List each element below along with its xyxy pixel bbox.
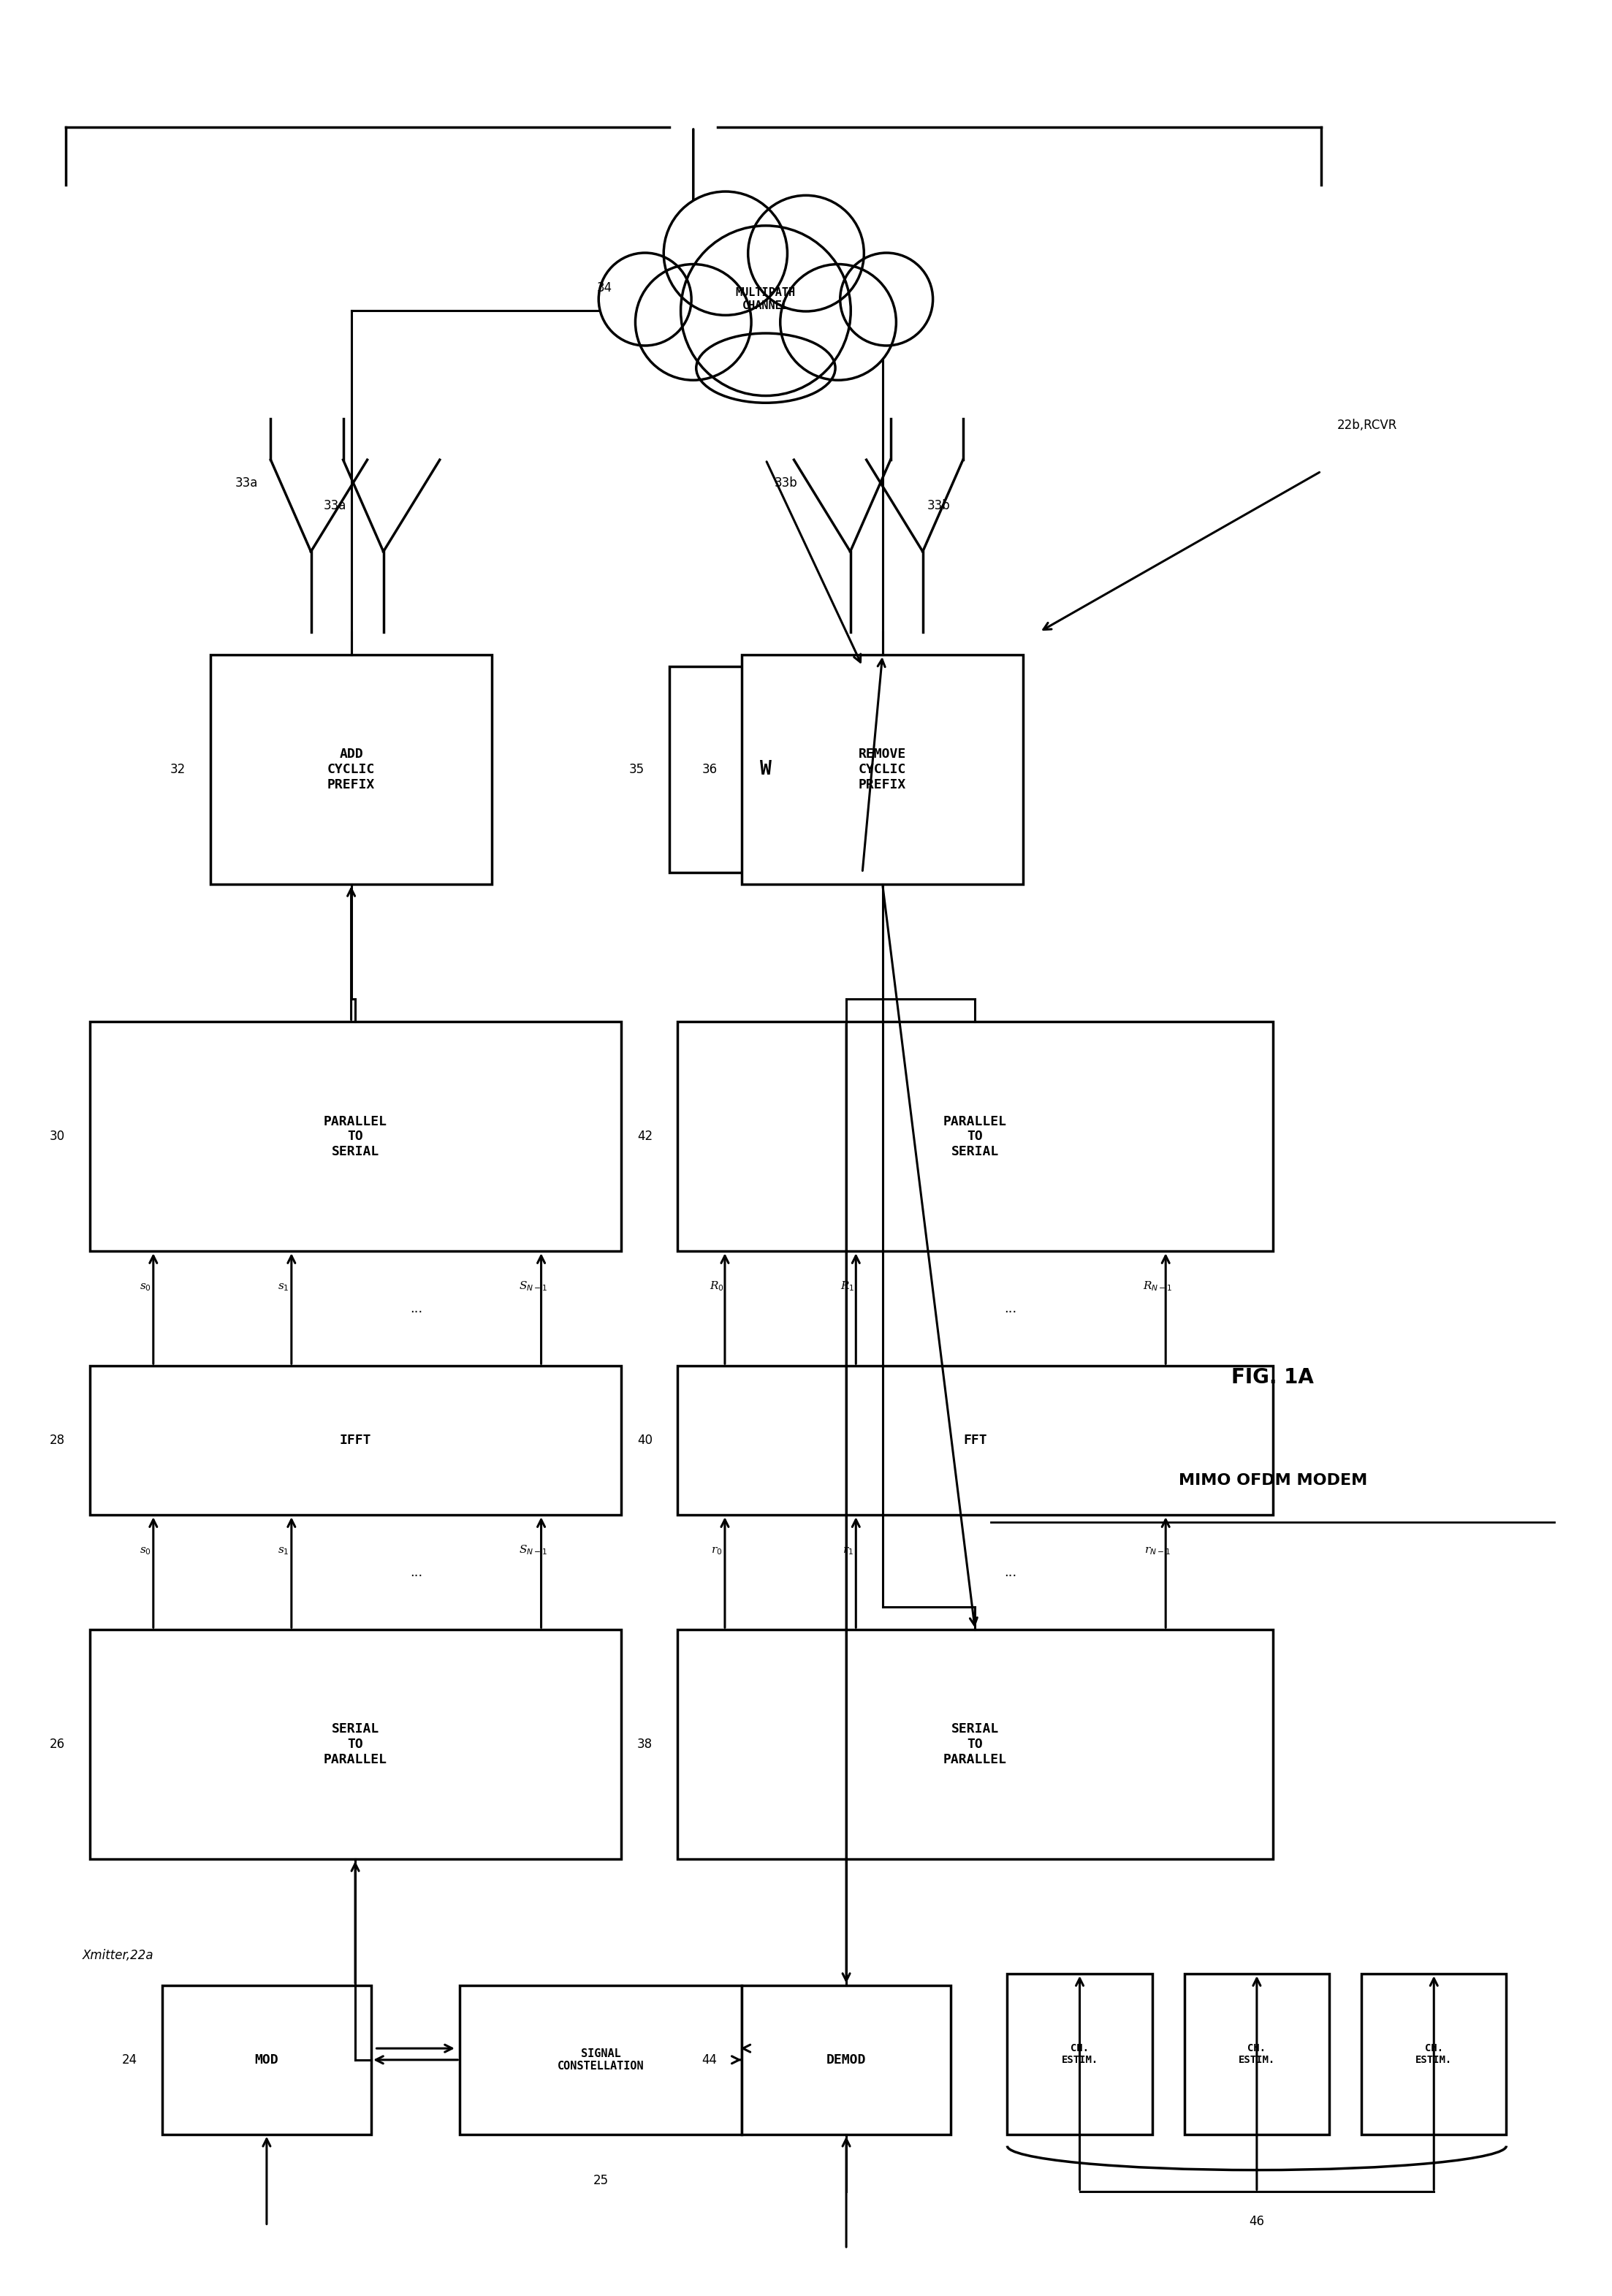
Text: MOD: MOD xyxy=(255,2053,279,2066)
Text: R$_{N-1}$: R$_{N-1}$ xyxy=(1143,1279,1172,1293)
Text: 33b: 33b xyxy=(927,498,951,512)
Text: 33a: 33a xyxy=(324,498,347,512)
Text: ADD
CYCLIC
PREFIX: ADD CYCLIC PREFIX xyxy=(327,748,376,792)
FancyBboxPatch shape xyxy=(742,1986,951,2135)
FancyBboxPatch shape xyxy=(677,1022,1273,1251)
FancyBboxPatch shape xyxy=(669,666,862,872)
Text: 26: 26 xyxy=(50,1738,64,1752)
FancyBboxPatch shape xyxy=(1185,1975,1330,2135)
FancyBboxPatch shape xyxy=(1008,1975,1153,2135)
Text: IFFT: IFFT xyxy=(339,1435,371,1446)
Ellipse shape xyxy=(598,253,692,347)
Text: s$_1$: s$_1$ xyxy=(277,1545,289,1557)
FancyBboxPatch shape xyxy=(459,1986,742,2135)
Text: 46: 46 xyxy=(1249,2216,1264,2227)
Ellipse shape xyxy=(664,191,787,315)
Text: DEMOD: DEMOD xyxy=(827,2053,866,2066)
Text: Xmitter,22a: Xmitter,22a xyxy=(82,1949,155,1963)
Text: 28: 28 xyxy=(50,1435,64,1446)
Text: R$_1$: R$_1$ xyxy=(841,1279,854,1293)
Text: ...: ... xyxy=(1004,1302,1017,1316)
FancyBboxPatch shape xyxy=(163,1986,371,2135)
Text: r$_0$: r$_0$ xyxy=(711,1545,722,1557)
Text: 42: 42 xyxy=(637,1130,653,1143)
Text: 32: 32 xyxy=(171,762,185,776)
Text: S$_{N-1}$: S$_{N-1}$ xyxy=(519,1543,548,1557)
Text: 24: 24 xyxy=(123,2053,137,2066)
Text: 38: 38 xyxy=(637,1738,653,1752)
Text: W: W xyxy=(759,760,772,778)
Text: FFT: FFT xyxy=(962,1435,987,1446)
Text: 40: 40 xyxy=(637,1435,653,1446)
Text: CH.
ESTIM.: CH. ESTIM. xyxy=(1238,2043,1275,2064)
FancyBboxPatch shape xyxy=(677,1630,1273,1860)
Ellipse shape xyxy=(680,225,851,395)
Text: CH.
ESTIM.: CH. ESTIM. xyxy=(1061,2043,1098,2064)
Text: r$_{N-1}$: r$_{N-1}$ xyxy=(1145,1545,1170,1557)
Text: s$_0$: s$_0$ xyxy=(139,1281,152,1293)
Text: ...: ... xyxy=(409,1302,422,1316)
Text: MIMO OFDM MODEM: MIMO OFDM MODEM xyxy=(1178,1474,1367,1488)
Text: ...: ... xyxy=(409,1566,422,1580)
Text: S$_{N-1}$: S$_{N-1}$ xyxy=(519,1279,548,1293)
Ellipse shape xyxy=(748,195,864,312)
Text: PARALLEL
TO
SERIAL: PARALLEL TO SERIAL xyxy=(324,1116,387,1157)
Text: 36: 36 xyxy=(701,762,717,776)
Text: CH.
ESTIM.: CH. ESTIM. xyxy=(1415,2043,1452,2064)
Ellipse shape xyxy=(840,253,933,347)
Ellipse shape xyxy=(635,264,751,381)
Ellipse shape xyxy=(780,264,896,381)
Text: s$_1$: s$_1$ xyxy=(277,1281,289,1293)
FancyBboxPatch shape xyxy=(90,1022,621,1251)
Text: 22b,RCVR: 22b,RCVR xyxy=(1338,418,1398,432)
Text: PARALLEL
TO
SERIAL: PARALLEL TO SERIAL xyxy=(943,1116,1008,1157)
Text: r$_1$: r$_1$ xyxy=(843,1545,853,1557)
Text: 33a: 33a xyxy=(235,475,258,489)
Text: 34: 34 xyxy=(596,280,613,294)
Text: MULTIPATH
CHANNEL: MULTIPATH CHANNEL xyxy=(735,287,796,310)
FancyBboxPatch shape xyxy=(742,654,1024,884)
Text: 33b: 33b xyxy=(774,475,798,489)
FancyBboxPatch shape xyxy=(677,1366,1273,1515)
Text: SIGNAL
CONSTELLATION: SIGNAL CONSTELLATION xyxy=(558,2048,645,2071)
Text: ...: ... xyxy=(1004,1566,1017,1580)
FancyBboxPatch shape xyxy=(210,654,492,884)
Text: FIG. 1A: FIG. 1A xyxy=(1232,1366,1314,1387)
FancyBboxPatch shape xyxy=(90,1630,621,1860)
Text: REMOVE
CYCLIC
PREFIX: REMOVE CYCLIC PREFIX xyxy=(859,748,906,792)
Text: s$_0$: s$_0$ xyxy=(139,1545,152,1557)
Ellipse shape xyxy=(696,333,835,402)
Text: SERIAL
TO
PARALLEL: SERIAL TO PARALLEL xyxy=(943,1722,1008,1766)
Text: 30: 30 xyxy=(50,1130,64,1143)
FancyBboxPatch shape xyxy=(90,1366,621,1515)
FancyBboxPatch shape xyxy=(1362,1975,1506,2135)
Text: 35: 35 xyxy=(629,762,645,776)
Text: 25: 25 xyxy=(593,2174,608,2186)
Text: SERIAL
TO
PARALLEL: SERIAL TO PARALLEL xyxy=(324,1722,387,1766)
Text: 44: 44 xyxy=(701,2053,717,2066)
Text: R$_0$: R$_0$ xyxy=(709,1279,724,1293)
